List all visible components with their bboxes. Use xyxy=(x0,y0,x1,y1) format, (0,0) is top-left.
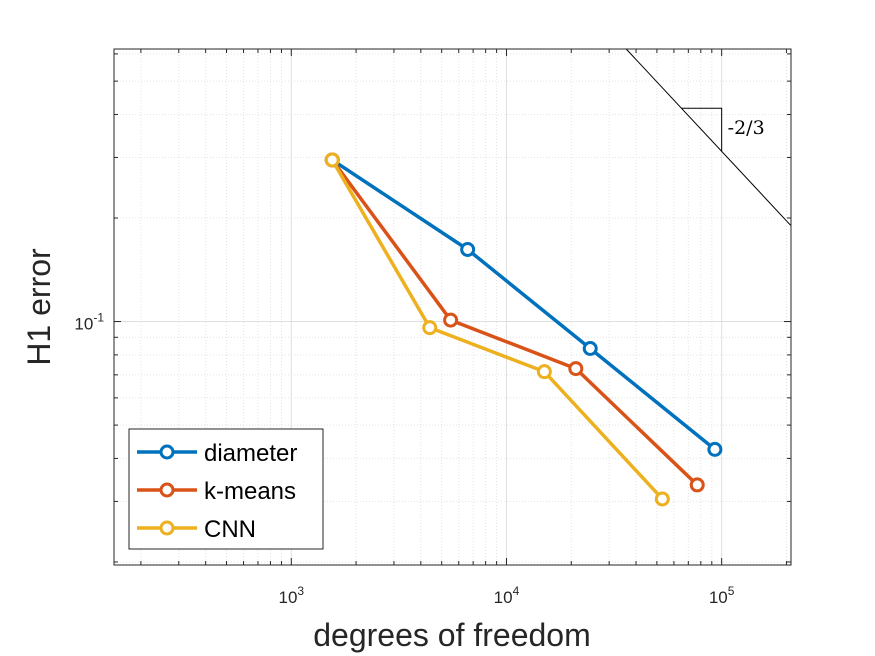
series-line-diameter xyxy=(330,158,717,452)
legend-marker-CNN xyxy=(159,520,175,536)
y-tick-label: 10-1 xyxy=(74,311,104,334)
legend-label: CNN xyxy=(204,516,256,543)
x-tick-label: 105 xyxy=(709,584,735,607)
data-point-CNN xyxy=(324,152,340,168)
data-point-CNN xyxy=(422,320,438,336)
slope-indicator: -2/3 xyxy=(625,48,792,227)
slope-label: -2/3 xyxy=(728,117,765,139)
data-point-k-means xyxy=(443,312,459,328)
slope-triangle xyxy=(681,107,723,152)
series-lines xyxy=(324,152,723,507)
legend-marker-k-means xyxy=(159,482,175,498)
minor-grid xyxy=(114,49,791,565)
legend-label: diameter xyxy=(204,440,297,467)
data-point-k-means xyxy=(568,361,584,377)
data-point-diameter xyxy=(707,441,723,457)
legend-marker-diameter xyxy=(159,444,175,460)
tick-labels: 103 104 105 10-1 xyxy=(74,311,734,607)
data-point-CNN xyxy=(654,491,670,507)
series-line-k-means xyxy=(330,158,699,487)
data-point-k-means xyxy=(689,477,705,493)
legend: diameter k-means CNN xyxy=(128,428,324,550)
slope-reference-line xyxy=(625,48,792,227)
y-axis-label: H1 error xyxy=(21,248,57,366)
x-tick-label: 104 xyxy=(494,584,520,607)
x-tick-label: 103 xyxy=(278,584,304,607)
series-line-CNN xyxy=(330,158,665,501)
data-point-diameter xyxy=(460,241,476,257)
legend-label: k-means xyxy=(204,478,296,505)
data-point-CNN xyxy=(536,364,552,380)
plot-box xyxy=(113,48,792,566)
x-axis-label: degrees of freedom xyxy=(313,617,591,653)
data-point-diameter xyxy=(582,340,598,356)
axis-ticks xyxy=(114,49,791,565)
